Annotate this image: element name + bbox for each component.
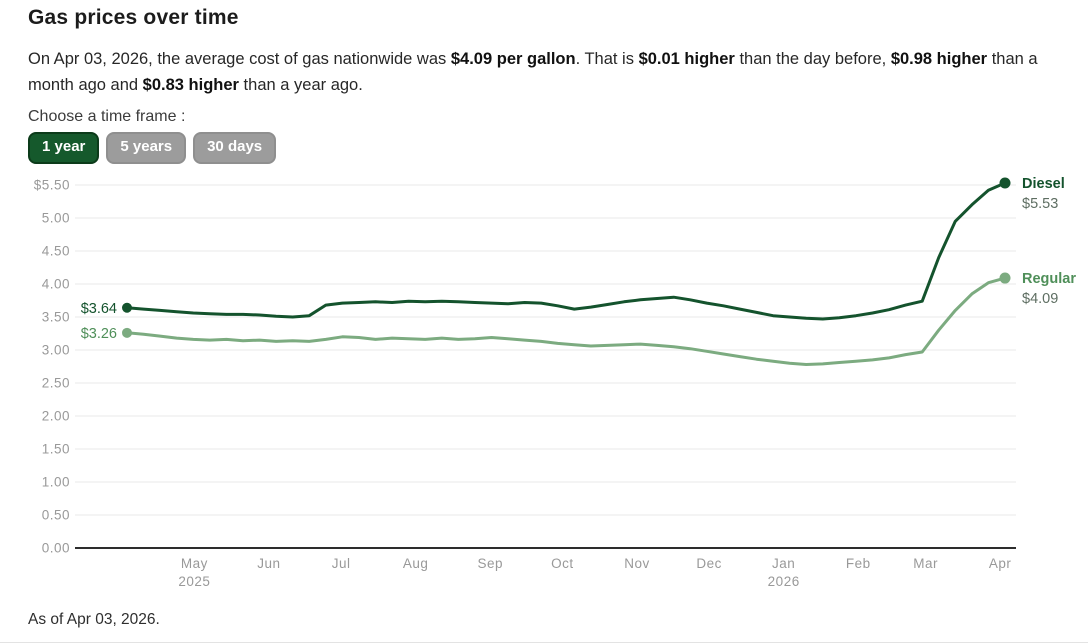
timeframe-button-5-years[interactable]: 5 years	[106, 132, 187, 164]
timeframe-button-1-year[interactable]: 1 year	[28, 132, 100, 164]
timeframe-button-30-days[interactable]: 30 days	[193, 132, 277, 164]
y-axis-tick-label: $5.50	[34, 178, 70, 193]
diesel-series-name-label: Diesel	[1022, 176, 1065, 192]
y-axis-tick-label: 3.50	[42, 310, 70, 325]
diesel-start-value-label: $3.64	[81, 301, 117, 317]
page-title: Gas prices over time	[28, 6, 239, 29]
diesel-line	[125, 181, 1007, 321]
regular-start-value-label: $3.26	[81, 326, 117, 342]
regular-end-value-label: $4.09	[1022, 291, 1058, 307]
x-axis-tick-label: Aug	[403, 556, 429, 571]
diesel-end-value-label: $5.53	[1022, 196, 1058, 212]
x-axis-tick-label: Sep	[477, 556, 503, 571]
x-axis-year-label: 2025	[178, 574, 210, 589]
y-axis-tick-label: 1.50	[42, 442, 70, 457]
timeframe-label: Choose a time frame :	[28, 108, 186, 125]
x-axis-tick-label: Jul	[332, 556, 351, 571]
as-of-date: As of Apr 03, 2026.	[28, 611, 160, 628]
x-axis-tick-label: Feb	[846, 556, 871, 571]
y-axis-tick-label: 2.50	[42, 376, 70, 391]
y-axis-tick-label: 0.00	[42, 541, 70, 556]
regular-start-dot	[122, 327, 132, 338]
diesel-end-dot	[999, 177, 1011, 189]
x-axis-tick-label: Oct	[551, 556, 574, 571]
y-axis-tick-label: 5.00	[42, 211, 70, 226]
x-axis-tick-label: Mar	[913, 556, 938, 571]
x-axis-tick-label: Nov	[624, 556, 650, 571]
timeframe-buttons: 1 year 5 years 30 days	[28, 132, 277, 164]
x-axis-year-label: 2026	[768, 574, 800, 589]
y-axis-tick-label: 3.00	[42, 343, 70, 358]
y-axis-tick-label: 4.50	[42, 244, 70, 259]
diesel-start-dot	[122, 302, 132, 313]
y-axis-tick-label: 1.00	[42, 475, 70, 490]
summary-text: On Apr 03, 2026, the average cost of gas…	[28, 50, 1038, 94]
y-axis-tick-label: 0.50	[42, 508, 70, 523]
regular-series-name-label: Regular	[1022, 271, 1076, 287]
x-axis-tick-label: Apr	[989, 556, 1012, 571]
regular-line	[125, 276, 1007, 366]
gas-price-chart: $5.50 5.00 4.50 4.00 3.50 3.00 2.50 2.00 1.50 1.0…	[34, 176, 1077, 589]
x-axis-tick-label: Jun	[257, 556, 280, 571]
x-axis-tick-label: May	[181, 556, 208, 571]
regular-end-dot	[999, 272, 1011, 284]
x-axis-tick-label: Dec	[696, 556, 722, 571]
y-axis-tick-label: 2.00	[42, 409, 70, 424]
x-axis-tick-label: Jan	[772, 556, 795, 571]
y-axis-tick-label: 4.00	[42, 277, 70, 292]
